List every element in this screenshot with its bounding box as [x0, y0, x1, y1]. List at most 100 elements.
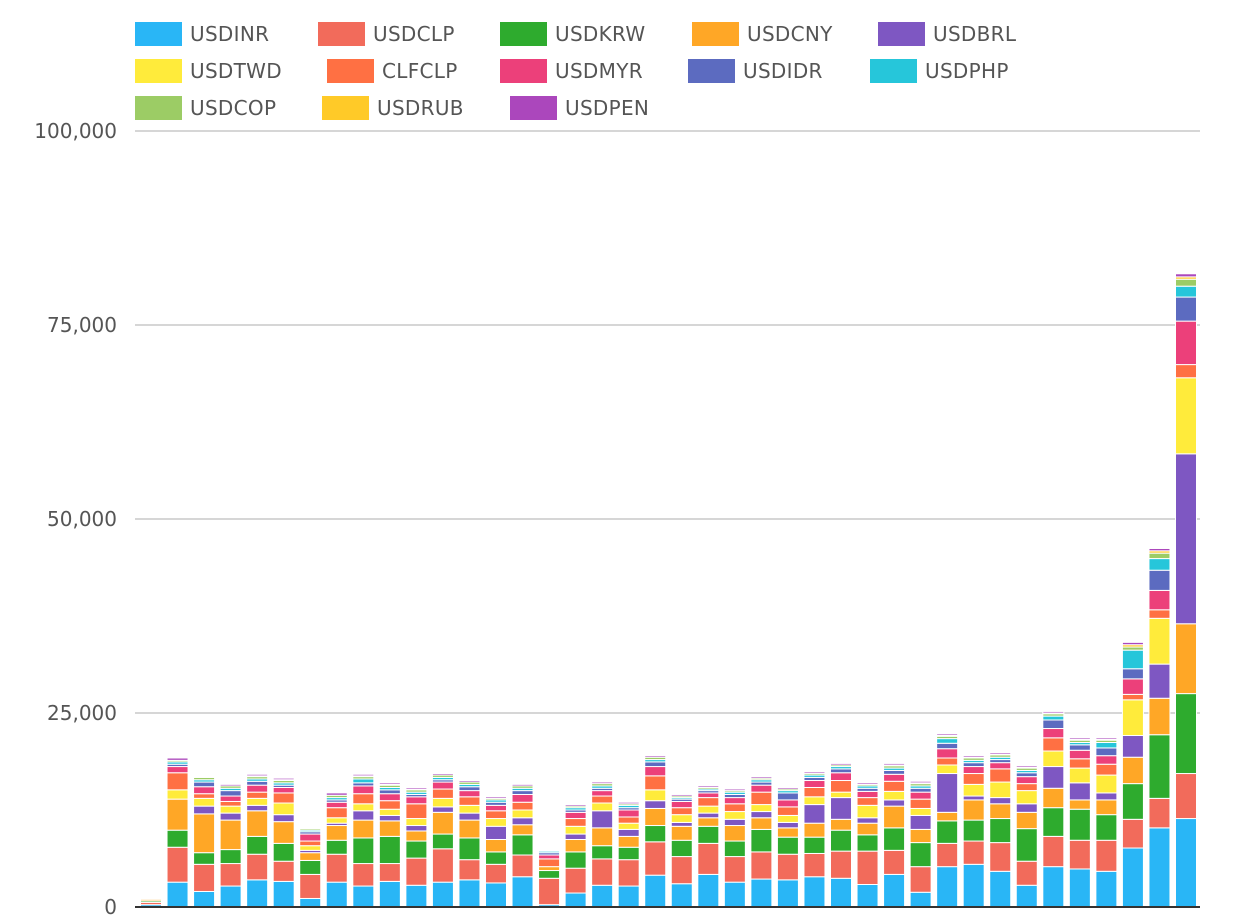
- bar-segment-usdtwd[interactable]: [246, 797, 269, 806]
- bar-segment-usdinr[interactable]: [776, 879, 799, 908]
- bar-segment-usdclp[interactable]: [1042, 835, 1065, 868]
- bar-segment-usdmyr[interactable]: [458, 790, 481, 798]
- bar-segment-usdcop[interactable]: [1148, 552, 1171, 560]
- bar-segment-usdmyr[interactable]: [1121, 678, 1144, 695]
- legend-item-usdphp[interactable]: USDPHP: [870, 57, 1009, 85]
- bar-segment-usdidr[interactable]: [246, 780, 269, 786]
- bar-segment-usdpen[interactable]: [723, 788, 746, 792]
- bar-segment-usdcny[interactable]: [936, 811, 959, 822]
- bar-segment-usdcny[interactable]: [219, 819, 242, 851]
- bar-segment-usdcny[interactable]: [883, 805, 906, 829]
- bar-segment-usdclp[interactable]: [962, 840, 985, 865]
- bar-segment-usdtwd[interactable]: [1095, 774, 1118, 794]
- bar-segment-usdmyr[interactable]: [776, 799, 799, 808]
- bar-segment-usdidr[interactable]: [883, 769, 906, 775]
- bar-segment-usdphp[interactable]: [1042, 715, 1065, 721]
- bar-segment-usdbrl[interactable]: [352, 810, 375, 821]
- bar-segment-usdcny[interactable]: [538, 866, 561, 872]
- bar-segment-usdcny[interactable]: [856, 822, 879, 836]
- bar-segment-usdtwd[interactable]: [299, 845, 322, 851]
- bar-segment-usdcny[interactable]: [1015, 811, 1038, 830]
- bar-segment-usdmyr[interactable]: [830, 772, 852, 782]
- bar-segment-usdinr[interactable]: [378, 880, 401, 908]
- bar-segment-usdtwd[interactable]: [883, 790, 906, 801]
- bar-segment-usdmyr[interactable]: [1042, 728, 1065, 739]
- bar-segment-usdcop[interactable]: [1175, 278, 1197, 287]
- bar-segment-usdclp[interactable]: [219, 863, 242, 887]
- bar-stack[interactable]: [723, 788, 746, 908]
- bar-segment-usdinr[interactable]: [458, 879, 481, 908]
- bar-segment-usdbrl[interactable]: [564, 833, 587, 840]
- bar-segment-usdbrl[interactable]: [511, 817, 534, 826]
- bar-segment-usdpen[interactable]: [1121, 641, 1144, 646]
- bar-segment-usdbrl[interactable]: [962, 795, 985, 801]
- bar-segment-usdcny[interactable]: [405, 830, 428, 842]
- bar-segment-clfclp[interactable]: [405, 803, 428, 820]
- bar-segment-usdkrw[interactable]: [458, 837, 481, 861]
- bar-stack[interactable]: [936, 733, 959, 908]
- bar-segment-usdkrw[interactable]: [697, 825, 720, 844]
- bar-segment-usdtwd[interactable]: [166, 789, 189, 800]
- bar-segment-usdbrl[interactable]: [830, 797, 852, 820]
- bar-segment-usdkrw[interactable]: [723, 840, 746, 858]
- bar-segment-usdinr[interactable]: [962, 863, 985, 908]
- bar-stack[interactable]: [325, 792, 348, 908]
- bar-segment-usdclp[interactable]: [193, 863, 216, 892]
- legend-item-usdkrw[interactable]: USDKRW: [500, 20, 646, 48]
- bar-segment-usdkrw[interactable]: [272, 842, 295, 862]
- bar-segment-usdcny[interactable]: [458, 819, 481, 839]
- bar-segment-usdkrw[interactable]: [1095, 814, 1118, 841]
- bar-segment-usdinr[interactable]: [564, 892, 587, 908]
- bar-segment-usdmyr[interactable]: [378, 793, 401, 802]
- bar-segment-usdpen[interactable]: [1095, 737, 1118, 740]
- bar-segment-clfclp[interactable]: [1095, 763, 1118, 776]
- bar-segment-usdcny[interactable]: [1121, 756, 1144, 785]
- bar-segment-usdbrl[interactable]: [644, 800, 667, 809]
- bar-segment-usdmyr[interactable]: [670, 800, 693, 809]
- bar-stack[interactable]: [405, 787, 428, 908]
- bar-segment-clfclp[interactable]: [776, 806, 799, 816]
- bar-segment-usdclp[interactable]: [485, 863, 507, 884]
- bar-segment-usdtwd[interactable]: [1175, 377, 1197, 455]
- bar-segment-usdclp[interactable]: [1175, 773, 1197, 820]
- bar-segment-usdidr[interactable]: [909, 787, 932, 793]
- bar-segment-usdmyr[interactable]: [883, 773, 906, 782]
- bar-segment-usdbrl[interactable]: [1068, 782, 1091, 801]
- bar-segment-usdinr[interactable]: [856, 884, 879, 908]
- bar-segment-usdidr[interactable]: [1042, 719, 1065, 730]
- bar-segment-usdinr[interactable]: [166, 881, 189, 908]
- bar-stack[interactable]: [989, 752, 1012, 908]
- bar-segment-clfclp[interactable]: [909, 798, 932, 809]
- bar-segment-usdidr[interactable]: [644, 761, 667, 768]
- bar-segment-usdclp[interactable]: [511, 854, 534, 878]
- bar-segment-usdtwd[interactable]: [644, 789, 667, 802]
- bar-segment-usdinr[interactable]: [352, 885, 375, 908]
- bar-segment-usdclp[interactable]: [989, 842, 1012, 872]
- bar-segment-usdphp[interactable]: [1121, 649, 1144, 670]
- bar-segment-usdinr[interactable]: [936, 866, 959, 908]
- bar-segment-usdmyr[interactable]: [564, 811, 587, 820]
- bar-segment-usdinr[interactable]: [485, 882, 507, 908]
- legend-item-usdclp[interactable]: USDCLP: [318, 20, 455, 48]
- bar-segment-usdpen[interactable]: [246, 773, 269, 777]
- bar-segment-usdclp[interactable]: [617, 859, 640, 887]
- bar-stack[interactable]: [219, 783, 242, 908]
- bar-segment-usdcny[interactable]: [1068, 799, 1091, 810]
- bar-stack[interactable]: [538, 849, 561, 908]
- bar-segment-usdtwd[interactable]: [670, 814, 693, 823]
- bar-segment-usdclp[interactable]: [723, 856, 746, 883]
- bar-segment-usdmyr[interactable]: [723, 797, 746, 805]
- bar-segment-clfclp[interactable]: [697, 797, 720, 807]
- bar-segment-usdbrl[interactable]: [670, 821, 693, 827]
- bar-segment-usdidr[interactable]: [193, 781, 216, 788]
- bar-segment-usdbrl[interactable]: [856, 817, 879, 824]
- bar-segment-usdcny[interactable]: [378, 820, 401, 837]
- bar-segment-clfclp[interactable]: [989, 768, 1012, 783]
- bar-segment-usdkrw[interactable]: [405, 840, 428, 859]
- bar-stack[interactable]: [166, 757, 189, 908]
- bar-stack[interactable]: [246, 773, 269, 908]
- bar-segment-usdtwd[interactable]: [1148, 617, 1171, 665]
- bar-segment-clfclp[interactable]: [246, 791, 269, 799]
- bar-segment-usdbrl[interactable]: [697, 812, 720, 819]
- bar-segment-usdpen[interactable]: [485, 796, 507, 799]
